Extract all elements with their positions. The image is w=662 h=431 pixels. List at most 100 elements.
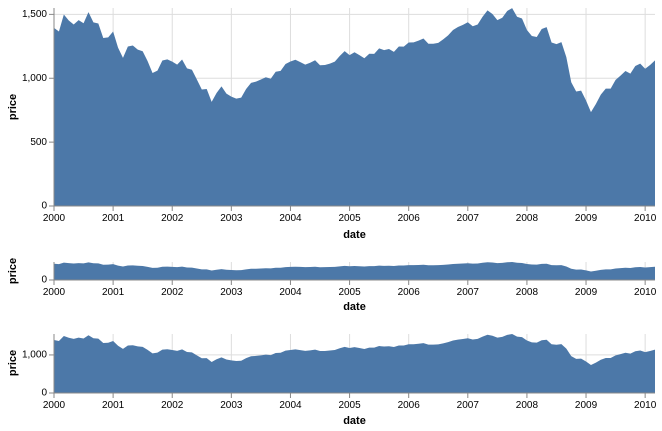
price-data-point bbox=[152, 353, 153, 354]
price-data-point bbox=[388, 49, 389, 50]
x-tick-label: 2005 bbox=[338, 400, 361, 411]
price-data-point bbox=[413, 42, 414, 43]
price-data-point bbox=[162, 60, 163, 61]
price-data-point bbox=[241, 97, 242, 98]
price-data-point bbox=[526, 29, 527, 30]
price-data-point bbox=[251, 356, 252, 357]
price-data-point bbox=[152, 73, 153, 74]
price-data-point bbox=[517, 336, 518, 337]
price-data-point bbox=[497, 20, 498, 21]
price-data-point bbox=[187, 267, 188, 268]
price-data-point bbox=[650, 267, 651, 268]
price-data-point bbox=[640, 63, 641, 64]
price-data-point bbox=[206, 358, 207, 359]
price-data-point bbox=[83, 263, 84, 264]
price-data-point bbox=[113, 31, 114, 32]
x-tick-label: 2010 bbox=[634, 287, 657, 298]
price-data-point bbox=[246, 358, 247, 359]
price-data-point bbox=[127, 46, 128, 47]
price-data-point bbox=[305, 267, 306, 268]
price-data-point bbox=[152, 267, 153, 268]
price-data-point bbox=[290, 266, 291, 267]
x-tick-label: 2004 bbox=[279, 400, 302, 411]
price-data-point bbox=[275, 352, 276, 353]
price-data-point bbox=[231, 360, 232, 361]
price-data-point bbox=[295, 266, 296, 267]
price-data-point bbox=[615, 79, 616, 80]
price-data-point bbox=[403, 265, 404, 266]
price-data-point bbox=[182, 59, 183, 60]
x-tick-label: 2009 bbox=[575, 213, 598, 224]
price-data-point bbox=[157, 352, 158, 353]
price-data-point bbox=[246, 269, 247, 270]
price-data-point bbox=[645, 68, 646, 69]
price-data-point bbox=[226, 269, 227, 270]
price-data-point bbox=[270, 355, 271, 356]
price-data-point bbox=[581, 269, 582, 270]
price-data-point bbox=[531, 264, 532, 265]
price-data-point bbox=[497, 337, 498, 338]
price-area-series bbox=[54, 8, 655, 206]
price-data-point bbox=[339, 56, 340, 57]
price-data-point bbox=[521, 262, 522, 263]
x-tick-label: 2003 bbox=[220, 400, 243, 411]
price-data-point bbox=[502, 336, 503, 337]
price-data-point bbox=[650, 350, 651, 351]
price-data-point bbox=[364, 348, 365, 349]
price-data-point bbox=[384, 265, 385, 266]
price-data-point bbox=[113, 341, 114, 342]
price-data-point bbox=[566, 348, 567, 349]
price-data-point bbox=[645, 267, 646, 268]
price-data-point bbox=[576, 91, 577, 92]
price-data-point bbox=[108, 37, 109, 38]
price-data-point bbox=[374, 266, 375, 267]
price-data-point bbox=[68, 263, 69, 264]
price-data-point bbox=[142, 51, 143, 52]
price-data-point bbox=[349, 55, 350, 56]
price-data-point bbox=[132, 45, 133, 46]
price-data-point bbox=[349, 266, 350, 267]
price-data-point bbox=[428, 344, 429, 345]
price-data-point bbox=[137, 346, 138, 347]
price-data-point bbox=[595, 270, 596, 271]
price-data-point bbox=[635, 267, 636, 268]
price-data-point bbox=[177, 267, 178, 268]
y-tick-label: 1,500 bbox=[22, 9, 47, 20]
price-data-point bbox=[324, 64, 325, 65]
price-data-point bbox=[211, 361, 212, 362]
price-data-point bbox=[334, 349, 335, 350]
price-data-point bbox=[507, 334, 508, 335]
price-data-point bbox=[295, 59, 296, 60]
price-data-point bbox=[127, 265, 128, 266]
x-tick-label: 2009 bbox=[575, 287, 598, 298]
price-data-point bbox=[418, 343, 419, 344]
price-data-point bbox=[388, 265, 389, 266]
price-data-point bbox=[655, 60, 656, 61]
price-data-point bbox=[546, 27, 547, 28]
price-data-point bbox=[285, 350, 286, 351]
price-data-point bbox=[581, 90, 582, 91]
price-data-point bbox=[93, 22, 94, 23]
x-tick-label: 2001 bbox=[102, 213, 125, 224]
price-data-point bbox=[492, 262, 493, 263]
price-data-point bbox=[73, 24, 74, 25]
price-data-point bbox=[226, 359, 227, 360]
x-tick-label: 2000 bbox=[43, 213, 66, 224]
price-data-point bbox=[305, 350, 306, 351]
price-data-point bbox=[526, 340, 527, 341]
price-data-point bbox=[418, 264, 419, 265]
price-data-point bbox=[605, 358, 606, 359]
price-data-point bbox=[122, 348, 123, 349]
price-data-point bbox=[113, 264, 114, 265]
x-tick-label: 2002 bbox=[161, 213, 184, 224]
y-axis-title: price bbox=[7, 258, 19, 284]
price-data-point bbox=[93, 263, 94, 264]
price-data-point bbox=[255, 81, 256, 82]
price-data-point bbox=[571, 82, 572, 83]
price-data-point bbox=[132, 265, 133, 266]
price-data-point bbox=[324, 350, 325, 351]
price-data-point bbox=[300, 350, 301, 351]
price-data-point bbox=[379, 48, 380, 49]
